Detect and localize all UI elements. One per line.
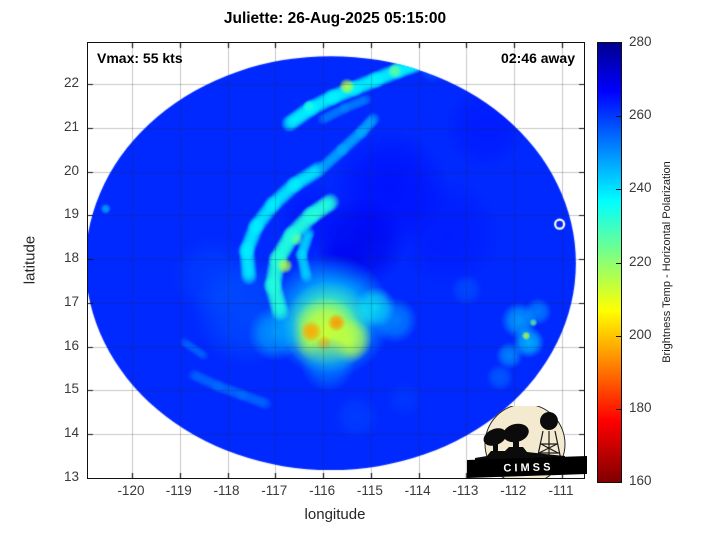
colorbar-tick-label: 280	[629, 34, 652, 49]
y-tick-label: 16	[63, 337, 79, 353]
y-tick-label: 20	[63, 162, 79, 178]
x-tick-label: -112	[500, 483, 527, 498]
x-tick-label: -116	[309, 483, 336, 498]
y-tick-label: 15	[63, 381, 79, 397]
x-tick-label: -114	[404, 483, 431, 498]
colorbar-tick-mark	[616, 189, 621, 191]
chart-title: Juliette: 26-Aug-2025 05:15:00	[223, 10, 447, 27]
water-tower-icon	[536, 412, 562, 461]
storm-canvas	[88, 43, 584, 478]
colorbar-tick-label: 220	[629, 253, 652, 269]
colorbar-tick-mark	[616, 335, 621, 337]
y-tick-label: 17	[63, 293, 79, 309]
colorbar-tick-mark	[616, 116, 621, 118]
x-tick-label: -117	[261, 483, 288, 498]
colorbar-tick-mark	[616, 408, 621, 410]
colorbar-tick-mark	[616, 262, 621, 264]
x-tick-label: -118	[213, 483, 240, 498]
x-tick-label: -113	[452, 483, 479, 498]
logo-banner	[467, 456, 587, 478]
logo-text: C I M S S	[503, 461, 550, 474]
colorbar-tick-label: 180	[629, 399, 652, 415]
x-tick-label: -115	[356, 483, 383, 498]
colorbar-tick-label: 240	[629, 180, 652, 196]
x-tick-label: -119	[165, 483, 192, 498]
x-axis-label: longitude	[304, 506, 366, 523]
y-tick-label: 22	[63, 75, 79, 91]
colorbar-tick-label: 160	[629, 473, 652, 488]
plot-area: Vmax: 55 kts 02:46 away	[87, 42, 585, 479]
colorbar-title: Brightness Temp - Horizontal Polarizatio…	[661, 161, 673, 363]
vmax-annotation: Vmax: 55 kts	[97, 50, 183, 66]
colorbar-tick-label: 260	[629, 107, 652, 123]
y-axis-label: latitude	[21, 235, 39, 285]
y-tick-label: 21	[63, 118, 79, 134]
time-away-annotation: 02:46 away	[501, 50, 575, 66]
satellite-dishes-icon	[483, 423, 529, 454]
colorbar	[597, 42, 622, 483]
y-tick-label: 13	[63, 469, 79, 484]
x-tick-label: -120	[117, 483, 145, 498]
y-tick-label: 19	[63, 206, 79, 222]
colorbar-tick-label: 200	[629, 326, 652, 342]
y-tick-label: 14	[63, 425, 79, 441]
cimss-logo: C I M S S	[467, 406, 587, 478]
x-tick-label: -111	[548, 483, 574, 498]
y-tick-label: 18	[63, 250, 79, 266]
